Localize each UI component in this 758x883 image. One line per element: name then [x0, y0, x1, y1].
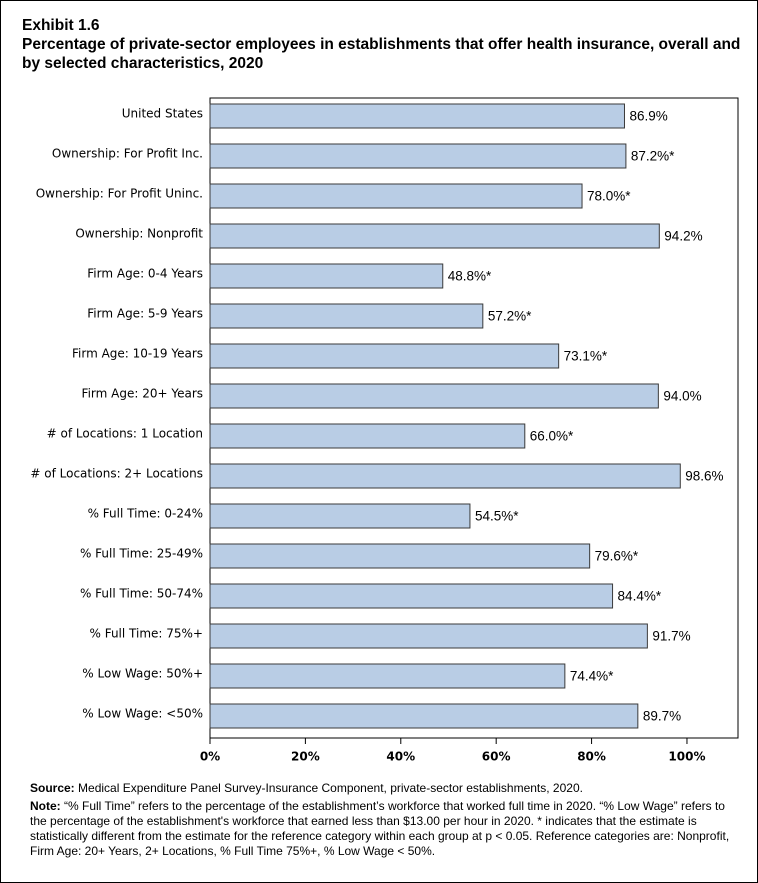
bar	[209, 343, 560, 369]
category-label: % Low Wage: 50%+	[82, 667, 203, 681]
x-tick-label: 40%	[386, 750, 415, 764]
value-label: 54.5%*	[475, 509, 519, 524]
category-label: % Full Time: 75%+	[89, 627, 203, 641]
category-label: Ownership: For Profit Uninc.	[36, 187, 203, 201]
x-tick-label: 80%	[577, 750, 606, 764]
category-label: Firm Age: 10-19 Years	[72, 347, 203, 361]
value-label: 73.1%*	[564, 349, 608, 364]
category-label: % Full Time: 50-74%	[80, 587, 203, 601]
value-label: 98.6%	[685, 469, 723, 484]
footnotes: Source: Medical Expenditure Panel Survey…	[30, 781, 740, 859]
chart-title: Percentage of private-sector employees i…	[22, 36, 741, 72]
value-label: 48.8%*	[448, 269, 492, 284]
category-label: United States	[122, 107, 203, 121]
note: Note: “% Full Time” refers to the percen…	[30, 799, 740, 859]
category-label: Firm Age: 20+ Years	[82, 387, 203, 401]
bar	[209, 103, 625, 129]
x-tick-label: 20%	[291, 750, 320, 764]
bar	[209, 143, 627, 169]
value-label: 91.7%	[652, 629, 690, 644]
x-tick-label: 100%	[668, 750, 705, 764]
category-label: % Low Wage: <50%	[82, 707, 203, 721]
value-label: 89.7%	[643, 709, 681, 724]
value-label: 87.2%*	[631, 149, 675, 164]
bar	[209, 583, 614, 609]
bar	[209, 543, 591, 569]
bar	[209, 463, 681, 489]
bar	[209, 223, 660, 249]
bar	[209, 423, 526, 449]
category-label: # of Locations: 2+ Locations	[30, 467, 203, 481]
bar	[209, 263, 444, 289]
category-label: % Full Time: 25-49%	[80, 547, 203, 561]
source: Source: Medical Expenditure Panel Survey…	[30, 781, 740, 796]
x-tick-label: 60%	[482, 750, 511, 764]
value-label: 94.0%	[663, 389, 701, 404]
bar	[209, 623, 648, 649]
category-label: Firm Age: 5-9 Years	[87, 307, 203, 321]
value-label: 94.2%	[664, 229, 702, 244]
category-label: Ownership: Nonprofit	[75, 227, 203, 241]
category-label: % Full Time: 0-24%	[88, 507, 203, 521]
value-label: 84.4%*	[618, 589, 662, 604]
category-label: # of Locations: 1 Location	[47, 427, 203, 441]
bar	[209, 303, 484, 329]
value-label: 86.9%	[629, 109, 667, 124]
category-label: Ownership: For Profit Inc.	[52, 147, 203, 161]
note-text: “% Full Time” refers to the percentage o…	[30, 799, 730, 858]
bar	[209, 703, 639, 729]
exhibit-label: Exhibit 1.6	[22, 17, 100, 34]
bar	[209, 503, 471, 529]
x-tick-label: 0%	[200, 750, 220, 764]
bar	[209, 663, 566, 689]
plot-frame	[209, 97, 739, 739]
value-label: 57.2%*	[488, 309, 532, 324]
value-label: 74.4%*	[570, 669, 614, 684]
value-label: 66.0%*	[530, 429, 574, 444]
bar	[209, 183, 583, 209]
bar	[209, 383, 659, 409]
source-label: Source:	[30, 781, 75, 795]
note-label: Note:	[30, 799, 61, 813]
category-label: Firm Age: 0-4 Years	[87, 267, 203, 281]
value-label: 78.0%*	[587, 189, 631, 204]
source-text: Medical Expenditure Panel Survey-Insuran…	[78, 781, 583, 795]
value-label: 79.6%*	[595, 549, 639, 564]
